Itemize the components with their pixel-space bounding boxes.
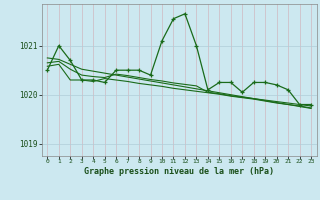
X-axis label: Graphe pression niveau de la mer (hPa): Graphe pression niveau de la mer (hPa) bbox=[84, 167, 274, 176]
